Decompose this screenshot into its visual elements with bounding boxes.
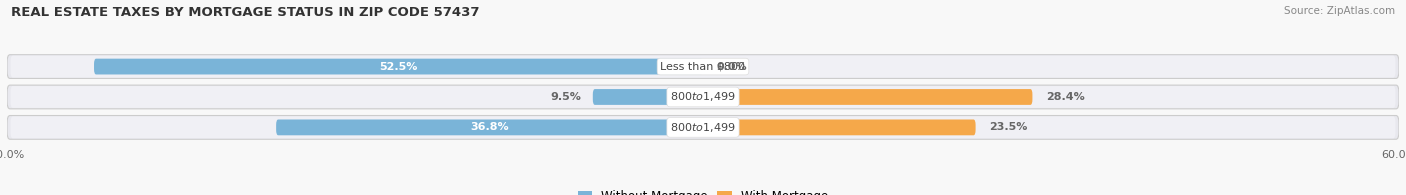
Text: $800 to $1,499: $800 to $1,499 — [671, 121, 735, 134]
Text: 28.4%: 28.4% — [1046, 92, 1085, 102]
FancyBboxPatch shape — [10, 56, 1396, 78]
FancyBboxPatch shape — [10, 116, 1396, 138]
Text: Less than $800: Less than $800 — [661, 62, 745, 72]
FancyBboxPatch shape — [10, 86, 1396, 108]
FancyBboxPatch shape — [7, 85, 1399, 109]
FancyBboxPatch shape — [7, 115, 1399, 139]
Text: 23.5%: 23.5% — [990, 122, 1028, 132]
Text: 9.5%: 9.5% — [550, 92, 581, 102]
Text: REAL ESTATE TAXES BY MORTGAGE STATUS IN ZIP CODE 57437: REAL ESTATE TAXES BY MORTGAGE STATUS IN … — [11, 6, 479, 19]
Text: Source: ZipAtlas.com: Source: ZipAtlas.com — [1284, 6, 1395, 16]
Legend: Without Mortgage, With Mortgage: Without Mortgage, With Mortgage — [574, 185, 832, 195]
FancyBboxPatch shape — [276, 120, 703, 135]
FancyBboxPatch shape — [703, 89, 1032, 105]
FancyBboxPatch shape — [593, 89, 703, 105]
FancyBboxPatch shape — [7, 55, 1399, 78]
Text: 36.8%: 36.8% — [470, 122, 509, 132]
Text: 52.5%: 52.5% — [380, 62, 418, 72]
FancyBboxPatch shape — [703, 120, 976, 135]
Text: 0.0%: 0.0% — [717, 62, 748, 72]
FancyBboxPatch shape — [94, 59, 703, 74]
Text: $800 to $1,499: $800 to $1,499 — [671, 90, 735, 104]
